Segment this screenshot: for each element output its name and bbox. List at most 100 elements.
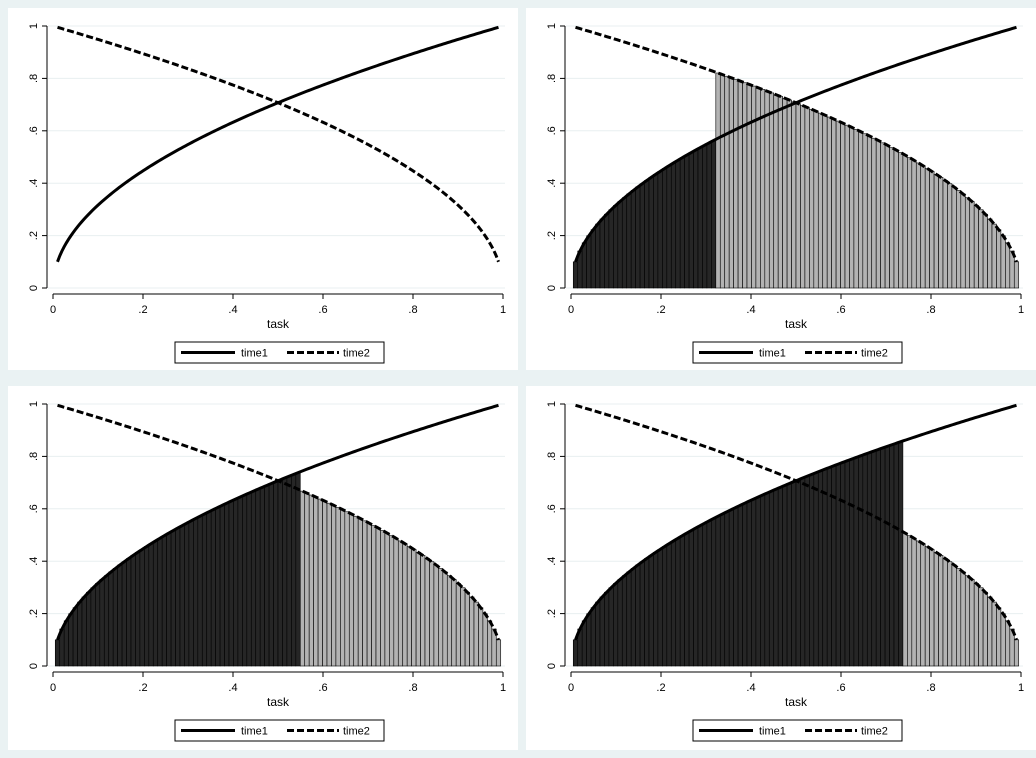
area-bar	[193, 518, 199, 667]
area-bar	[746, 500, 752, 667]
area-bar	[581, 242, 587, 289]
area-bar	[795, 479, 801, 667]
area-bar	[112, 568, 118, 667]
area-bar	[393, 537, 399, 667]
area-bar	[711, 140, 717, 289]
x-tick-label: .6	[318, 304, 327, 316]
area-bar	[871, 450, 877, 667]
area-bar	[86, 591, 92, 667]
area-bar	[920, 165, 926, 289]
area-bar	[902, 532, 908, 667]
x-tick-label: 1	[500, 304, 506, 316]
area-bar	[495, 639, 502, 667]
area-bar	[326, 502, 332, 667]
area-bar	[215, 507, 221, 667]
area-bar	[438, 568, 444, 667]
area-bar	[344, 511, 350, 667]
area-bar	[604, 213, 610, 289]
area-bar	[1005, 620, 1011, 667]
y-tick-label: .4	[28, 557, 40, 566]
x-axis-title: task	[785, 317, 808, 331]
x-tick-label: .6	[318, 682, 327, 694]
area-bar	[960, 193, 966, 289]
area-bar	[246, 492, 252, 667]
area-bar	[733, 507, 739, 667]
area-bar	[273, 481, 279, 667]
x-tick-label: 0	[568, 304, 574, 316]
area-bar	[791, 101, 797, 289]
area-bar	[693, 527, 699, 667]
area-bar	[751, 85, 757, 289]
area-bar	[978, 209, 984, 289]
area-bar	[862, 133, 868, 289]
area-bar	[590, 607, 596, 667]
y-tick-label: .2	[546, 231, 558, 240]
area-bar	[464, 591, 470, 667]
y-tick-label: 0	[28, 285, 40, 291]
area-bar	[635, 186, 641, 289]
area-bar	[68, 613, 74, 667]
y-tick-label: 0	[546, 285, 558, 291]
x-tick-label: .8	[926, 304, 935, 316]
x-tick-label: .4	[746, 304, 755, 316]
area-bar	[800, 105, 806, 289]
area-bar	[126, 558, 132, 667]
area-bar	[964, 575, 971, 667]
area-bar	[1013, 639, 1020, 667]
legend: time1 time2	[692, 341, 903, 364]
area-bar	[777, 96, 783, 289]
area-bar	[599, 218, 605, 289]
area-bar	[991, 601, 997, 667]
area-bar	[121, 561, 127, 667]
area-bar	[924, 546, 930, 667]
area-bar	[871, 137, 877, 289]
area-bar	[996, 229, 1002, 289]
area-bar	[858, 131, 864, 289]
area-bar	[375, 527, 381, 667]
area-bar	[617, 579, 623, 667]
area-bar	[595, 223, 601, 289]
y-tick-label: .6	[546, 126, 558, 135]
y-tick-label: .2	[546, 609, 558, 618]
area-bar	[697, 525, 703, 667]
area-bar	[201, 513, 208, 667]
y-tick-label: .6	[28, 504, 40, 513]
area-bar	[938, 555, 944, 667]
area-bar	[813, 472, 819, 667]
area-bar	[809, 474, 815, 667]
area-bar	[255, 488, 261, 667]
area-bar	[733, 79, 739, 289]
chart-panel-2: 0 .2 .4 .6 .8 1 0 .2 .4 .6 .8 1 task time1 time2	[526, 8, 1036, 370]
area-bar	[406, 546, 412, 667]
area-bar	[366, 522, 372, 667]
area-bar	[304, 492, 310, 667]
area-bar	[639, 561, 645, 667]
area-bar	[853, 129, 859, 289]
x-axis-title: task	[785, 695, 808, 709]
x-tick-label: .8	[926, 682, 935, 694]
area-bar	[719, 74, 726, 289]
area-bar	[228, 500, 234, 667]
area-bar	[242, 494, 248, 667]
area-bar	[724, 75, 730, 289]
area-bar	[840, 462, 846, 667]
area-bar	[764, 492, 770, 667]
x-tick-label: 1	[1018, 682, 1024, 694]
series-line-time2	[575, 25, 1018, 263]
area-bar	[893, 149, 899, 289]
area-bar	[103, 575, 110, 667]
area-bar	[835, 463, 841, 667]
area-bar	[880, 447, 886, 667]
x-tick-label: .4	[228, 682, 237, 694]
area-bar	[371, 525, 377, 667]
area-bar	[424, 558, 430, 667]
area-bar	[130, 555, 136, 667]
area-bar	[920, 543, 926, 667]
area-bar	[170, 530, 176, 667]
area-bar	[724, 511, 730, 667]
x-tick-label: .2	[138, 304, 147, 316]
chart-panel-4: 0 .2 .4 .6 .8 1 0 .2 .4 .6 .8 1 task time1 time2	[526, 386, 1036, 750]
legend-label-time2: time2	[861, 726, 888, 738]
area-bar	[657, 171, 663, 289]
chart-panel-3: 0 .2 .4 .6 .8 1 0 .2 .4 .6 .8 1 task time1 time2	[8, 386, 518, 750]
